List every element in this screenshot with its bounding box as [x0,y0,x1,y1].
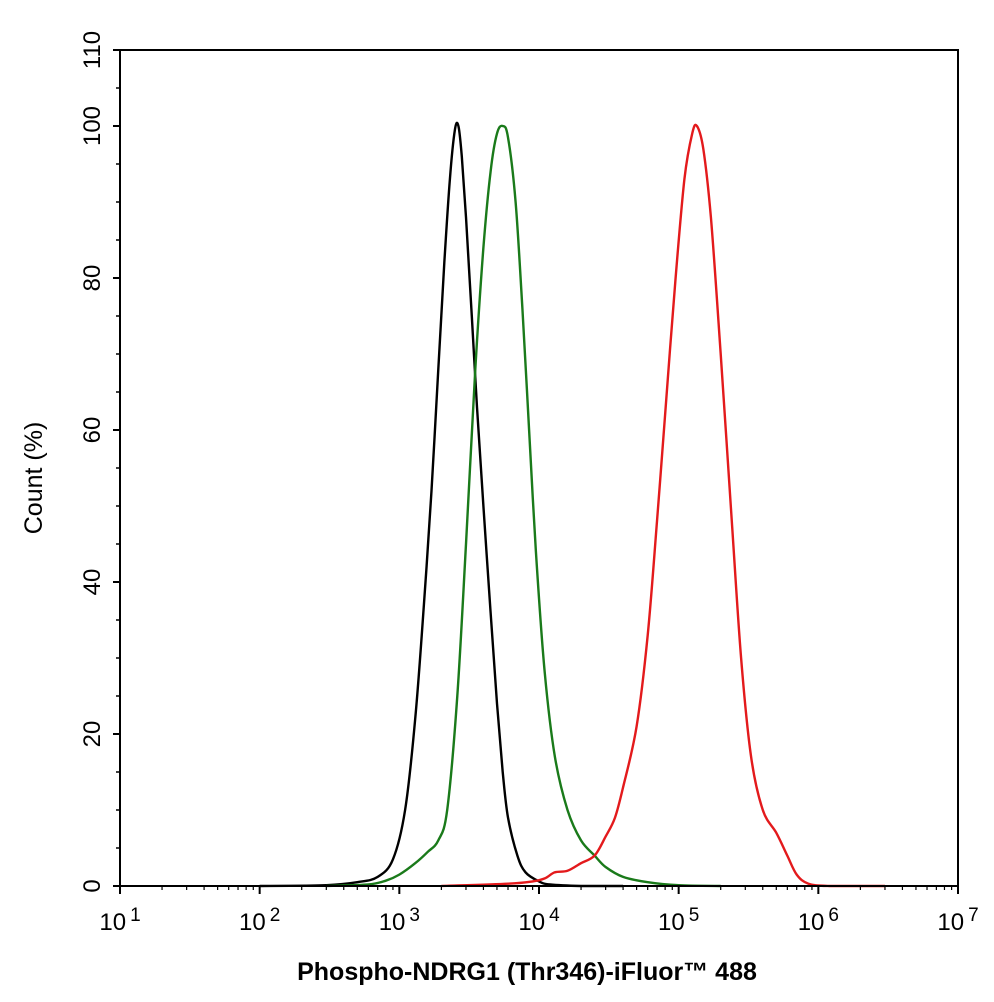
series-line-1 [259,121,624,888]
plot-frame [119,49,959,887]
series-line-2 [326,124,721,888]
y-axis-title: Count (%) [20,422,48,535]
y-tick-label: 0 [79,879,106,892]
series-layer [259,121,885,888]
x-tick-label: 10 3 [379,905,420,936]
x-tick-label: 10 4 [518,905,560,936]
ticks-layer: 0 20 40 60 80 100 110 10 1 10 2 10 3 10 4 10 5 10 6 10 7 [79,31,979,936]
y-tick-label: 60 [79,417,106,444]
y-tick-label: 20 [79,721,106,748]
x-tick-label: 10 7 [937,905,978,936]
y-tick-label: 40 [79,569,106,596]
x-tick-label: 10 6 [798,905,839,936]
y-tick-label: 100 [79,106,106,146]
y-tick-label: 80 [79,265,106,292]
y-tick-label: 110 [79,31,106,69]
x-axis-title: Phospho-NDRG1 (Thr346)-iFluor™ 488 [297,958,757,986]
x-tick-label: 10 5 [658,905,699,936]
series-line-3 [441,123,885,888]
x-tick-label: 10 2 [239,905,280,936]
x-tick-label: 10 1 [99,905,140,936]
